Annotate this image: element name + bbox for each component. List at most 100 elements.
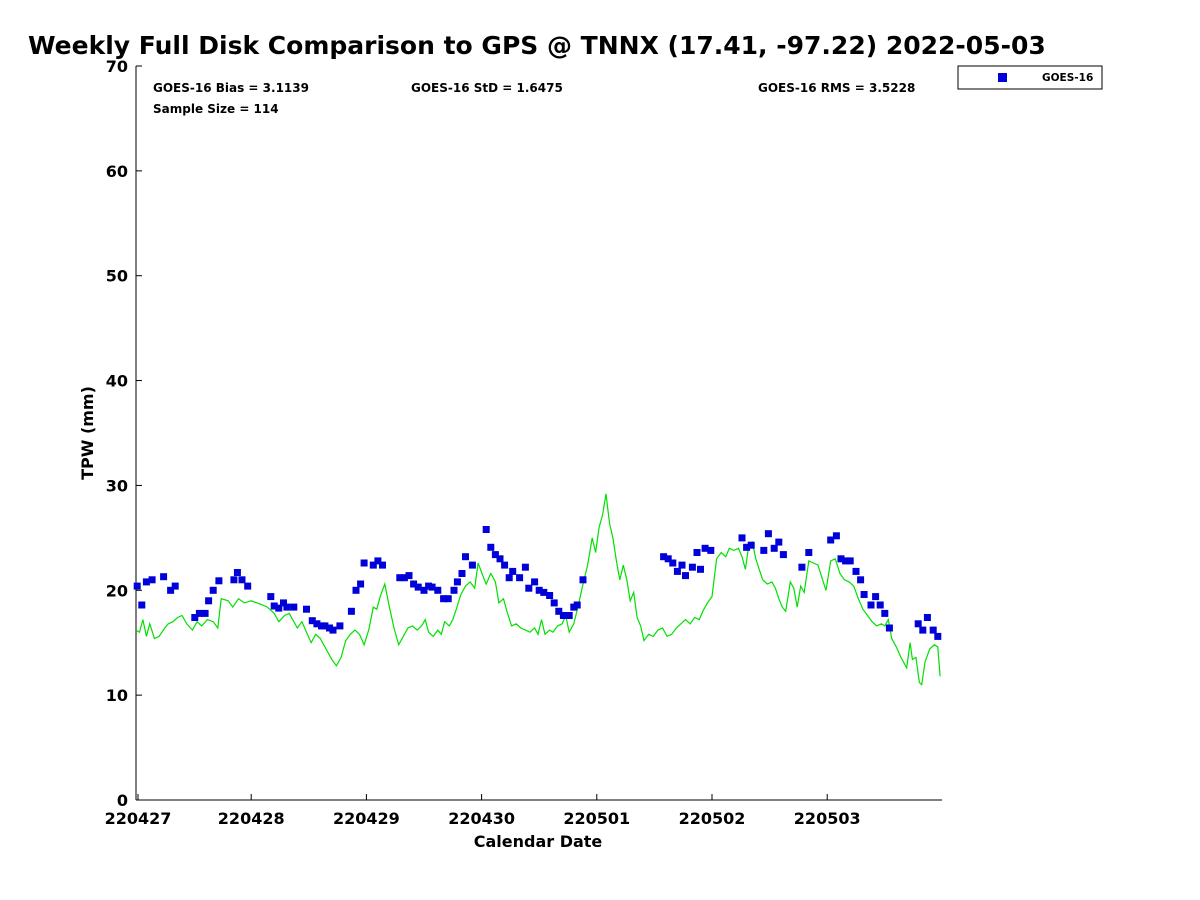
goes16-point [546,592,554,599]
goes16-point [444,595,452,603]
goes16-point [280,599,287,607]
goes16-point [321,622,329,630]
goes16-point [133,582,141,590]
y-tick-label: 0 [117,791,128,810]
goes16-point [673,567,681,575]
goes16-point [805,549,813,556]
goes16-point [440,595,448,603]
y-tick-label: 20 [106,581,128,600]
y-tick-label: 10 [106,686,128,705]
goes16-point [682,572,689,580]
goes16-point [357,580,365,588]
goes16-point [842,557,850,565]
goes16-point [352,586,360,594]
goes16-point [852,567,860,575]
goes16-point [428,583,436,591]
goes16-point [738,534,746,542]
goes16-point [400,574,408,582]
y-tick-label: 30 [106,476,128,495]
goes16-point [283,603,291,611]
goes16-point [275,604,283,612]
goes16-point [160,573,168,581]
goes16-point [230,576,238,584]
x-axis-label: Calendar Date [474,832,603,851]
goes16-point [775,538,783,546]
goes16-point [509,567,517,575]
goes16-point [171,582,179,590]
goes16-point [555,607,563,615]
goes16-point [867,601,875,609]
goes16-point [396,574,404,582]
goes16-point [697,565,704,573]
goes16-point [434,586,442,594]
x-tick-label: 220502 [679,809,746,828]
goes16-point [233,569,241,576]
goes16-point [760,546,768,554]
goes16-point [303,605,310,613]
goes16-point [138,601,146,609]
goes16-point [505,574,513,582]
goes16-point [550,599,558,607]
goes16-point [244,582,252,590]
goes16-point [148,576,156,584]
goes16-point [914,620,922,628]
goes16-point [521,563,529,571]
goes16-point [929,626,937,634]
goes16-point [525,584,533,592]
goes16-point [881,609,889,617]
goes16-point [919,626,927,634]
goes16-point [191,614,199,621]
x-tick-label: 220501 [563,809,630,828]
goes16-point [487,543,495,551]
goes16-point [876,601,884,609]
x-tick-label: 220428 [218,809,285,828]
goes16-point [747,541,755,549]
goes16-point [678,561,686,569]
goes16-point [267,593,275,601]
x-tick-label: 220503 [794,809,861,828]
goes16-point [779,551,787,559]
goes16-point [832,532,840,540]
goes16-point [308,617,316,625]
goes16-point [764,530,772,538]
goes16-point [559,612,567,619]
goes16-point [482,526,490,533]
goes16-point [491,551,499,559]
goes16-point [535,586,543,594]
goes16-point [579,576,587,584]
y-axis-ticks: 0 10 20 30 40 50 60 70 [106,57,142,810]
x-tick-label: 220427 [105,809,172,828]
goes16-point [453,578,461,586]
goes16-point [238,576,246,584]
goes16-point [516,574,524,582]
goes16-point [857,576,865,584]
goes16-point [540,588,548,596]
goes16-point [379,561,386,569]
plot-area [135,66,942,801]
goes16-point [458,570,466,577]
y-tick-label: 70 [106,57,128,76]
goes16-point [846,557,854,565]
goes16-point [290,603,298,611]
bias-stat: GOES-16 Bias = 3.1139 [153,81,309,95]
goes16-point [420,586,428,594]
legend-box [957,65,1103,90]
goes16-point [270,602,278,610]
goes16-point [669,559,677,567]
y-tick-label: 50 [106,267,128,286]
goes16-point [531,578,539,586]
legend-goes16-label: GOES-16 [1042,72,1093,84]
goes16-point [660,553,668,561]
goes16-point [707,546,715,554]
y-axis-label: TPW (mm) [78,386,97,480]
goes16-point [329,626,337,634]
x-tick-label: 220430 [448,809,515,828]
goes16-point [701,544,709,552]
chart-title: Weekly Full Disk Comparison to GPS @ TNN… [28,31,1046,60]
goes16-point [565,612,573,619]
goes16-point [688,563,696,571]
gps-series [135,493,941,686]
goes16-point [205,597,213,605]
goes16-point [142,578,150,586]
